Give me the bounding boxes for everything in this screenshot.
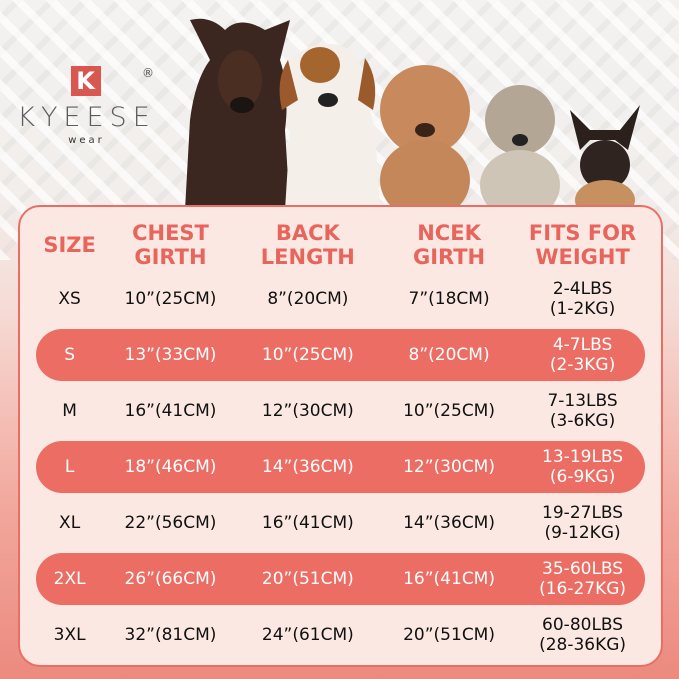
beagle-image bbox=[279, 44, 380, 210]
logo-mark: K bbox=[70, 66, 101, 96]
brand-sub: wear bbox=[68, 135, 105, 146]
cell-chest: 26”(66CM) bbox=[124, 569, 217, 589]
cell-weight: 19-27LBS (9-12KG) bbox=[542, 503, 624, 543]
cell-chest: 16”(41CM) bbox=[124, 401, 217, 421]
header-weight: FITS FOR WEIGHT bbox=[528, 221, 637, 269]
cell-chest: 32”(81CM) bbox=[124, 625, 217, 645]
cell-chest: 13”(33CM) bbox=[124, 345, 217, 365]
table-row: L 18”(46CM) 14”(36CM) 12”(30CM) 13-19LBS (6-9… bbox=[36, 441, 645, 493]
dogs-photo bbox=[185, 18, 640, 210]
cell-weight: 7-13LBS (3-6KG) bbox=[547, 391, 618, 431]
cell-back: 10”(25CM) bbox=[261, 345, 354, 365]
brand-name: KYEESE bbox=[17, 102, 156, 133]
header-chest-girth: CHEST GIRTH bbox=[132, 221, 209, 269]
cell-back: 16”(41CM) bbox=[261, 513, 354, 533]
cell-neck: 20”(51CM) bbox=[403, 625, 495, 645]
header-size: SIZE bbox=[43, 233, 96, 257]
cell-size: 3XL bbox=[53, 625, 86, 645]
table-row: XS 10”(25CM) 8”(20CM) 7”(18CM) 2-4LBS (1-2KG) bbox=[36, 273, 645, 325]
poodle-image bbox=[380, 65, 470, 210]
cell-weight: 60-80LBS (28-36KG) bbox=[539, 615, 627, 655]
cell-back: 8”(20CM) bbox=[267, 289, 349, 309]
cell-back: 12”(30CM) bbox=[261, 401, 354, 421]
size-chart-table: SIZE CHEST GIRTH BACK LENGTH NCEK GIRTH FIT… bbox=[18, 205, 663, 667]
brand-logo: K ® KYEESE wear bbox=[14, 66, 159, 146]
table-header: SIZE CHEST GIRTH BACK LENGTH NCEK GIRTH FIT… bbox=[36, 213, 645, 277]
cell-neck: 10”(25CM) bbox=[403, 401, 495, 421]
cell-back: 14”(36CM) bbox=[261, 457, 354, 477]
cell-neck: 14”(36CM) bbox=[403, 513, 495, 533]
cell-neck: 8”(20CM) bbox=[408, 345, 490, 365]
doberman-image bbox=[185, 18, 290, 210]
cell-weight: 13-19LBS (6-9KG) bbox=[542, 447, 624, 487]
chihuahua-image bbox=[570, 105, 640, 210]
cell-chest: 22”(56CM) bbox=[124, 513, 217, 533]
schnauzer-image bbox=[480, 85, 560, 210]
header-back-length: BACK LENGTH bbox=[260, 221, 355, 269]
registered-mark: ® bbox=[142, 66, 154, 80]
cell-chest: 10”(25CM) bbox=[124, 289, 217, 309]
cell-neck: 7”(18CM) bbox=[408, 289, 490, 309]
cell-size: XL bbox=[59, 513, 81, 533]
table-row: 2XL 26”(66CM) 20”(51CM) 16”(41CM) 35-60LBS (1… bbox=[36, 553, 645, 605]
cell-weight: 35-60LBS (16-27KG) bbox=[539, 559, 627, 599]
cell-weight: 4-7LBS (2-3KG) bbox=[549, 335, 616, 375]
cell-back: 20”(51CM) bbox=[261, 569, 354, 589]
table-row: XL 22”(56CM) 16”(41CM) 14”(36CM) 19-27LBS (9-… bbox=[36, 497, 645, 549]
cell-size: 2XL bbox=[53, 569, 86, 589]
table-row: 3XL 32”(81CM) 24”(61CM) 20”(51CM) 60-80LBS (2… bbox=[36, 609, 645, 661]
cell-back: 24”(61CM) bbox=[261, 625, 354, 645]
cell-chest: 18”(46CM) bbox=[124, 457, 217, 477]
cell-size: XS bbox=[58, 289, 81, 309]
cell-neck: 16”(41CM) bbox=[403, 569, 495, 589]
cell-size: M bbox=[62, 401, 77, 421]
cell-neck: 12”(30CM) bbox=[403, 457, 495, 477]
table-row: S 13”(33CM) 10”(25CM) 8”(20CM) 4-7LBS (2-3KG) bbox=[36, 329, 645, 381]
header-neck-girth: NCEK GIRTH bbox=[412, 221, 486, 269]
cell-weight: 2-4LBS (1-2KG) bbox=[549, 279, 616, 319]
cell-size: L bbox=[64, 457, 75, 477]
table-row: M 16”(41CM) 12”(30CM) 10”(25CM) 7-13LBS (3-6K… bbox=[36, 385, 645, 437]
cell-size: S bbox=[64, 345, 76, 365]
